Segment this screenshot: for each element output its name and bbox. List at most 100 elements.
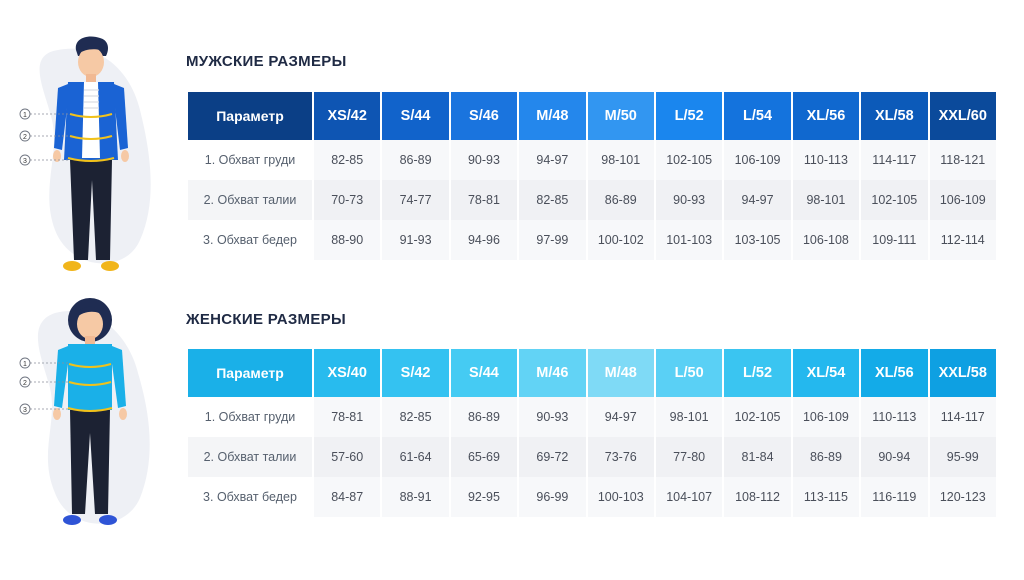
table-row: 2. Обхват талии 70-73 74-77 78-81 82-85 … bbox=[188, 180, 996, 220]
man-marker-3: 3 bbox=[23, 158, 27, 165]
women-cell: 120-123 bbox=[929, 477, 996, 517]
table-row: 1. Обхват груди 78-81 82-85 86-89 90-93 … bbox=[188, 397, 996, 437]
men-header-size: L/54 bbox=[724, 92, 791, 140]
men-cell: 110-113 bbox=[792, 140, 860, 180]
man-figure-illustration: 1 2 3 bbox=[19, 36, 151, 271]
women-cell: 82-85 bbox=[382, 397, 449, 437]
table-row: 3. Обхват бедер 88-90 91-93 94-96 97-99 … bbox=[188, 220, 996, 260]
women-cell: 104-107 bbox=[655, 477, 723, 517]
women-header-param: Параметр bbox=[188, 349, 312, 397]
women-header-size: M/48 bbox=[587, 349, 654, 397]
women-cell: 94-97 bbox=[587, 397, 654, 437]
men-cell: 100-102 bbox=[587, 220, 654, 260]
women-header-size: L/52 bbox=[724, 349, 791, 397]
women-header-size: S/44 bbox=[450, 349, 518, 397]
men-cell: 91-93 bbox=[382, 220, 449, 260]
women-cell: 98-101 bbox=[655, 397, 723, 437]
men-header-size: XL/58 bbox=[861, 92, 928, 140]
men-sizes-title: МУЖСКИЕ РАЗМЕРЫ bbox=[186, 53, 347, 70]
men-cell: 86-89 bbox=[382, 140, 449, 180]
men-cell: 97-99 bbox=[519, 220, 586, 260]
women-row-label: 3. Обхват бедер bbox=[188, 477, 312, 517]
women-header-size: XL/54 bbox=[792, 349, 860, 397]
men-cell: 102-105 bbox=[655, 140, 723, 180]
men-cell: 112-114 bbox=[929, 220, 996, 260]
women-cell: 88-91 bbox=[382, 477, 449, 517]
women-cell: 116-119 bbox=[861, 477, 928, 517]
woman-marker-1: 1 bbox=[23, 361, 27, 368]
men-row-label: 1. Обхват груди bbox=[188, 140, 312, 180]
men-cell: 86-89 bbox=[587, 180, 654, 220]
women-cell: 113-115 bbox=[792, 477, 860, 517]
men-header-size: M/48 bbox=[519, 92, 586, 140]
women-cell: 86-89 bbox=[792, 437, 860, 477]
men-row-label: 3. Обхват бедер bbox=[188, 220, 312, 260]
women-header-size: XL/56 bbox=[861, 349, 928, 397]
men-cell: 90-93 bbox=[450, 140, 518, 180]
men-header-size: S/46 bbox=[450, 92, 518, 140]
women-cell: 110-113 bbox=[861, 397, 928, 437]
women-cell: 90-94 bbox=[861, 437, 928, 477]
men-cell: 98-101 bbox=[587, 140, 654, 180]
men-cell: 74-77 bbox=[382, 180, 449, 220]
women-cell: 86-89 bbox=[450, 397, 518, 437]
women-cell: 95-99 bbox=[929, 437, 996, 477]
men-cell: 98-101 bbox=[792, 180, 860, 220]
men-cell: 106-109 bbox=[724, 140, 791, 180]
women-sizes-title: ЖЕНСКИЕ РАЗМЕРЫ bbox=[186, 311, 346, 328]
women-cell: 92-95 bbox=[450, 477, 518, 517]
women-header-size: XXL/58 bbox=[929, 349, 996, 397]
men-row-label: 2. Обхват талии bbox=[188, 180, 312, 220]
women-cell: 106-109 bbox=[792, 397, 860, 437]
men-cell: 90-93 bbox=[655, 180, 723, 220]
men-header-size: L/52 bbox=[655, 92, 723, 140]
table-row: 2. Обхват талии 57-60 61-64 65-69 69-72 … bbox=[188, 437, 996, 477]
women-header-size: M/46 bbox=[519, 349, 586, 397]
men-cell: 94-96 bbox=[450, 220, 518, 260]
men-header-size: S/44 bbox=[382, 92, 449, 140]
men-cell: 82-85 bbox=[519, 180, 586, 220]
men-cell: 103-105 bbox=[724, 220, 791, 260]
women-row-label: 2. Обхват талии bbox=[188, 437, 312, 477]
women-cell: 114-117 bbox=[929, 397, 996, 437]
women-cell: 65-69 bbox=[450, 437, 518, 477]
men-cell: 106-109 bbox=[929, 180, 996, 220]
men-cell: 94-97 bbox=[724, 180, 791, 220]
men-cell: 88-90 bbox=[314, 220, 381, 260]
men-cell: 102-105 bbox=[861, 180, 928, 220]
woman-figure-illustration: 1 2 3 bbox=[19, 298, 150, 525]
men-cell: 106-108 bbox=[792, 220, 860, 260]
men-header-param: Параметр bbox=[188, 92, 312, 140]
men-cell: 118-121 bbox=[929, 140, 996, 180]
table-row: 3. Обхват бедер 84-87 88-91 92-95 96-99 … bbox=[188, 477, 996, 517]
women-header-size: L/50 bbox=[655, 349, 723, 397]
women-row-label: 1. Обхват груди bbox=[188, 397, 312, 437]
woman-marker-2: 2 bbox=[23, 380, 27, 387]
women-cell: 57-60 bbox=[314, 437, 381, 477]
women-cell: 69-72 bbox=[519, 437, 586, 477]
women-cell: 100-103 bbox=[587, 477, 654, 517]
men-header-size: XXL/60 bbox=[929, 92, 996, 140]
woman-marker-3: 3 bbox=[23, 407, 27, 414]
men-header-size: XS/42 bbox=[314, 92, 381, 140]
men-header-size: M/50 bbox=[587, 92, 654, 140]
men-cell: 114-117 bbox=[861, 140, 928, 180]
men-cell: 82-85 bbox=[314, 140, 381, 180]
women-cell: 81-84 bbox=[724, 437, 791, 477]
women-header-size: S/42 bbox=[382, 349, 449, 397]
men-size-table: Параметр XS/42 S/44 S/46 M/48 M/50 L/52 … bbox=[186, 92, 998, 260]
table-row: 1. Обхват груди 82-85 86-89 90-93 94-97 … bbox=[188, 140, 996, 180]
women-size-table: Параметр XS/40 S/42 S/44 M/46 M/48 L/50 … bbox=[186, 349, 998, 517]
men-cell: 101-103 bbox=[655, 220, 723, 260]
women-cell: 77-80 bbox=[655, 437, 723, 477]
men-cell: 70-73 bbox=[314, 180, 381, 220]
women-cell: 84-87 bbox=[314, 477, 381, 517]
women-header-row: Параметр XS/40 S/42 S/44 M/46 M/48 L/50 … bbox=[188, 349, 996, 397]
women-cell: 102-105 bbox=[724, 397, 791, 437]
man-marker-2: 2 bbox=[23, 134, 27, 141]
men-header-size: XL/56 bbox=[792, 92, 860, 140]
women-cell: 108-112 bbox=[724, 477, 791, 517]
women-cell: 78-81 bbox=[314, 397, 381, 437]
men-cell: 78-81 bbox=[450, 180, 518, 220]
